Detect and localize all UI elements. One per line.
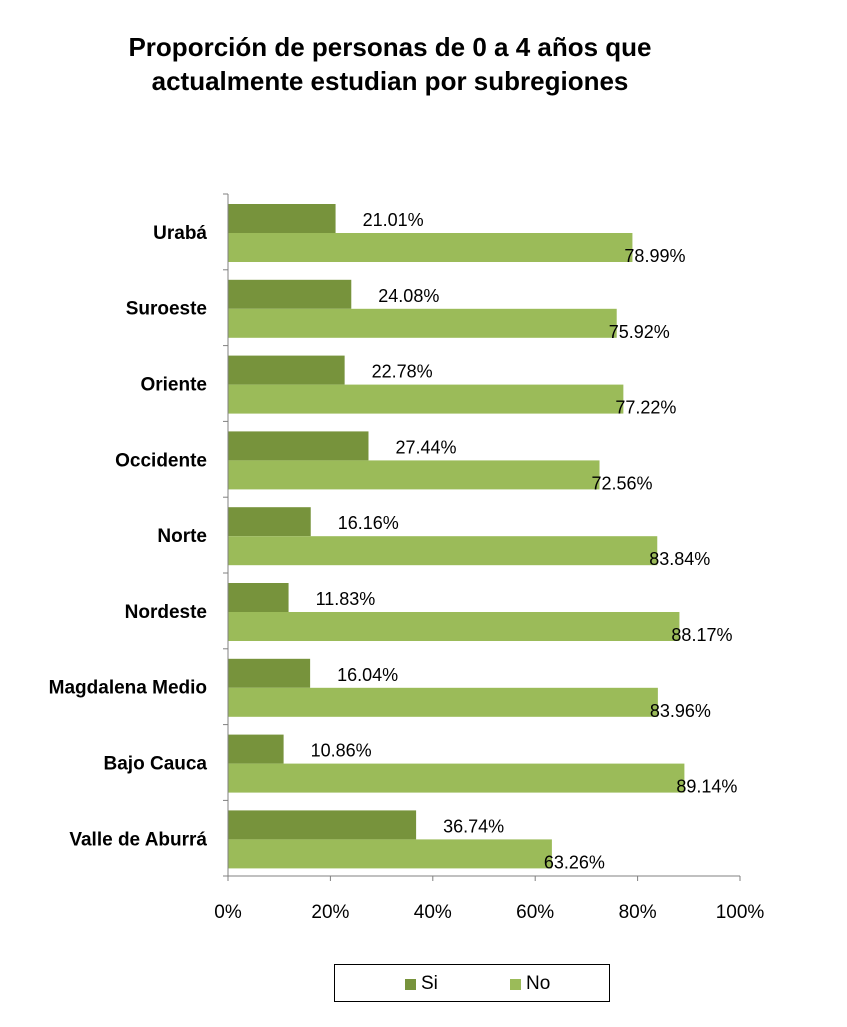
data-label: 21.01% [363,210,424,230]
data-label: 36.74% [443,816,504,836]
chart-title-line-2: actualmente estudian por subregiones [151,66,629,96]
bar-si [228,810,417,840]
data-label: 77.22% [615,398,676,418]
bar-si [228,279,352,309]
data-label: 27.44% [395,437,456,457]
x-tick-label: 40% [414,902,452,923]
category-label: Urabá [153,223,207,244]
legend-swatch-no [510,978,521,990]
bar-si [228,734,284,764]
data-label: 72.56% [592,473,653,493]
data-label: 83.96% [650,701,711,721]
category-label: Nordeste [125,602,207,623]
bar-si [228,204,336,233]
bar-si [228,583,289,612]
category-label: Valle de Aburrá [69,829,207,850]
bar-no [228,384,624,414]
bar-no [228,763,685,793]
category-label: Suroeste [126,299,207,320]
bar-si [228,507,311,537]
data-label: 83.84% [649,549,710,569]
x-tick-label: 20% [311,902,349,923]
legend-label-si: Si [421,973,438,994]
data-label: 63.26% [544,852,605,872]
legend: Si No [334,964,610,1002]
legend-item-no: No [510,973,550,995]
data-label: 24.08% [378,286,439,306]
data-label: 89.14% [676,777,737,797]
data-label: 11.83% [316,589,376,609]
legend-label-no: No [526,973,551,994]
category-label: Occidente [115,450,207,471]
category-label: Norte [157,526,207,547]
x-tick-label: 60% [516,902,554,923]
bar-no [228,612,680,641]
data-label: 16.04% [337,665,398,685]
category-label: Magdalena Medio [49,678,207,699]
category-label: Bajo Cauca [104,754,208,775]
legend-item-si: Si [405,973,438,995]
x-tick-label: 80% [619,902,657,923]
x-tick-label: 0% [214,902,242,923]
data-label: 10.86% [311,741,372,761]
category-label: Oriente [140,375,207,396]
x-tick-label: 100% [716,902,765,923]
data-label: 88.17% [671,625,732,645]
bar-no [228,460,600,490]
bar-no [228,687,658,717]
data-label: 75.92% [609,322,670,342]
bar-si [228,355,345,385]
legend-swatch-si [405,978,416,990]
chart-title-line-1: Proporción de personas de 0 a 4 años que [128,32,652,62]
bar-si [228,431,369,461]
chart-title: Proporción de personas de 0 a 4 años que… [0,30,780,98]
bar-no [228,536,658,566]
data-label: 16.16% [338,513,399,533]
bar-no [228,233,633,262]
bar-si [228,658,311,688]
bar-no [228,839,552,869]
bar-no [228,308,617,338]
data-label: 78.99% [624,246,685,266]
data-label: 22.78% [372,362,433,382]
